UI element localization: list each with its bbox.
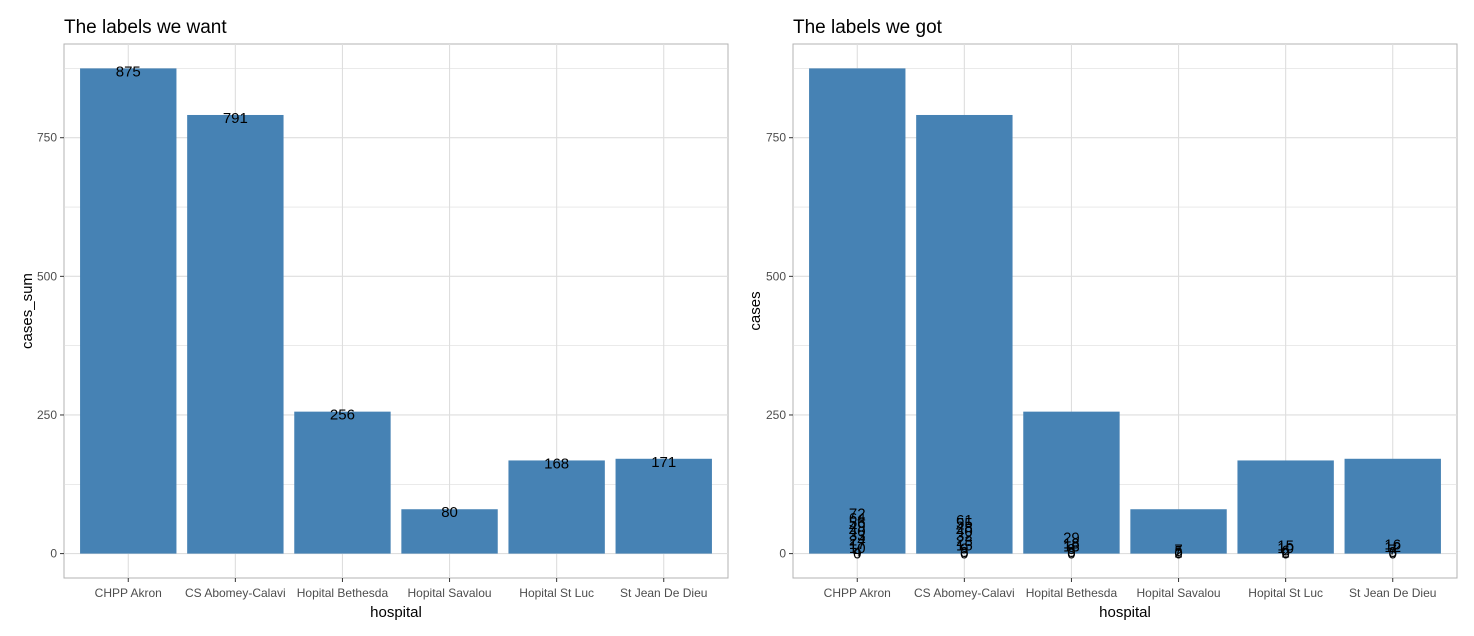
right-y-axis-title: cases: [747, 291, 764, 330]
left-y-ticks: 0 250 500 750: [37, 131, 64, 561]
x-tick-label: Hopital St Luc: [1248, 586, 1323, 600]
overlapping-label: 8: [1067, 541, 1075, 558]
y-tick-label: 250: [37, 408, 57, 422]
overlapping-label: 23: [956, 533, 973, 550]
bar: [80, 68, 177, 554]
overlapping-label: 56: [849, 515, 866, 532]
overlapping-label: 16: [1384, 537, 1401, 554]
data-label: 791: [223, 110, 248, 127]
overlapping-label: 12: [1384, 539, 1401, 556]
x-tick-label: Hopital Savalou: [1137, 586, 1221, 600]
right-x-ticks: CHPP Akron CS Abomey-Calavi Hopital Bethes…: [824, 578, 1436, 600]
left-bars: [80, 68, 712, 554]
bar: [809, 68, 906, 554]
overlapping-label: 3: [1389, 544, 1397, 561]
overlapping-label: 55: [956, 515, 973, 532]
overlapping-label: 72: [849, 506, 866, 523]
data-label: 256: [330, 407, 355, 424]
overlapping-label: 0: [853, 546, 861, 563]
overlapping-label: 5: [1174, 543, 1182, 560]
left-chart: The labels we want 875 791 256 80 168 171 0 25…: [19, 17, 729, 621]
y-tick-label: 250: [766, 408, 786, 422]
left-x-axis-title: hospital: [370, 604, 422, 621]
x-tick-label: Hopital Bethesda: [1026, 586, 1118, 600]
overlapping-label: 49: [849, 518, 866, 535]
overlapping-label: 6: [1281, 542, 1289, 559]
x-tick-label: Hopital Bethesda: [297, 586, 389, 600]
overlapping-label: 3: [1067, 544, 1075, 561]
bar: [1237, 460, 1334, 554]
x-tick-label: St Jean De Dieu: [1349, 586, 1436, 600]
left-y-axis-title: cases_sum: [19, 273, 36, 349]
overlapping-label: 33: [849, 527, 866, 544]
bar: [294, 411, 391, 554]
x-tick-label: CS Abomey-Calavi: [185, 586, 286, 600]
overlapping-label: 18: [1063, 536, 1080, 553]
x-tick-label: CHPP Akron: [95, 586, 162, 600]
data-label: 875: [116, 63, 141, 80]
right-x-axis-title: hospital: [1099, 604, 1151, 621]
right-chart-title: The labels we got: [793, 17, 943, 38]
left-x-ticks: CHPP Akron CS Abomey-Calavi Hopital Bethes…: [95, 578, 707, 600]
y-tick-label: 500: [766, 269, 786, 283]
bar: [1344, 458, 1441, 554]
bar: [916, 114, 1013, 554]
overlapping-label: 40: [849, 523, 866, 540]
bar: [615, 458, 712, 554]
overlapping-label: 61: [956, 512, 973, 529]
bar: [508, 460, 605, 554]
overlapping-label: 3: [960, 544, 968, 561]
data-label: 168: [544, 455, 569, 472]
overlapping-label: 15: [956, 537, 973, 554]
overlapping-label: 10: [849, 540, 866, 557]
x-tick-label: Hopital St Luc: [519, 586, 594, 600]
overlapping-label: 0: [1389, 546, 1397, 563]
right-overlapping-labels: 0410172433404956647203915233240485561038…: [849, 506, 1401, 563]
overlapping-label: 7: [1389, 542, 1397, 559]
overlapping-label: 10: [1277, 540, 1294, 557]
overlapping-label: 17: [849, 536, 866, 553]
data-label: 171: [651, 454, 676, 471]
overlapping-label: 15: [1277, 537, 1294, 554]
y-tick-label: 750: [766, 131, 786, 145]
overlapping-label: 0: [1174, 546, 1182, 563]
overlapping-label: 7: [1174, 542, 1182, 559]
overlapping-label: 9: [960, 541, 968, 558]
x-tick-label: CHPP Akron: [824, 586, 891, 600]
x-tick-label: Hopital Savalou: [408, 586, 492, 600]
right-chart: The labels we got 0410172433404956647203…: [747, 17, 1458, 621]
overlapping-label: 0: [1281, 546, 1289, 563]
overlapping-label: 64: [849, 510, 866, 527]
right-bars: [809, 68, 1441, 554]
bar: [401, 509, 498, 554]
right-y-ticks: 0 250 500 750: [766, 131, 793, 561]
overlapping-label: 0: [1067, 546, 1075, 563]
left-data-labels: 875 791 256 80 168 171: [116, 63, 677, 521]
overlapping-label: 2: [1281, 544, 1289, 561]
overlapping-label: 24: [849, 532, 866, 549]
overlapping-label: 29: [1063, 530, 1080, 547]
overlapping-label: 4: [853, 543, 861, 560]
y-tick-label: 750: [37, 131, 57, 145]
overlapping-label: 40: [956, 523, 973, 540]
bar: [1130, 509, 1227, 554]
bar: [1023, 411, 1120, 554]
overlapping-label: 13: [1063, 538, 1080, 555]
left-chart-title: The labels we want: [64, 17, 227, 38]
overlapping-label: 2: [1174, 544, 1182, 561]
bar: [187, 114, 284, 554]
overlapping-label: 48: [956, 519, 973, 536]
y-tick-label: 500: [37, 269, 57, 283]
overlapping-label: 32: [956, 528, 973, 545]
y-tick-label: 0: [50, 547, 57, 561]
y-tick-label: 0: [779, 547, 786, 561]
x-tick-label: CS Abomey-Calavi: [914, 586, 1015, 600]
x-tick-label: St Jean De Dieu: [620, 586, 707, 600]
overlapping-label: 0: [960, 546, 968, 563]
data-label: 80: [441, 504, 458, 521]
